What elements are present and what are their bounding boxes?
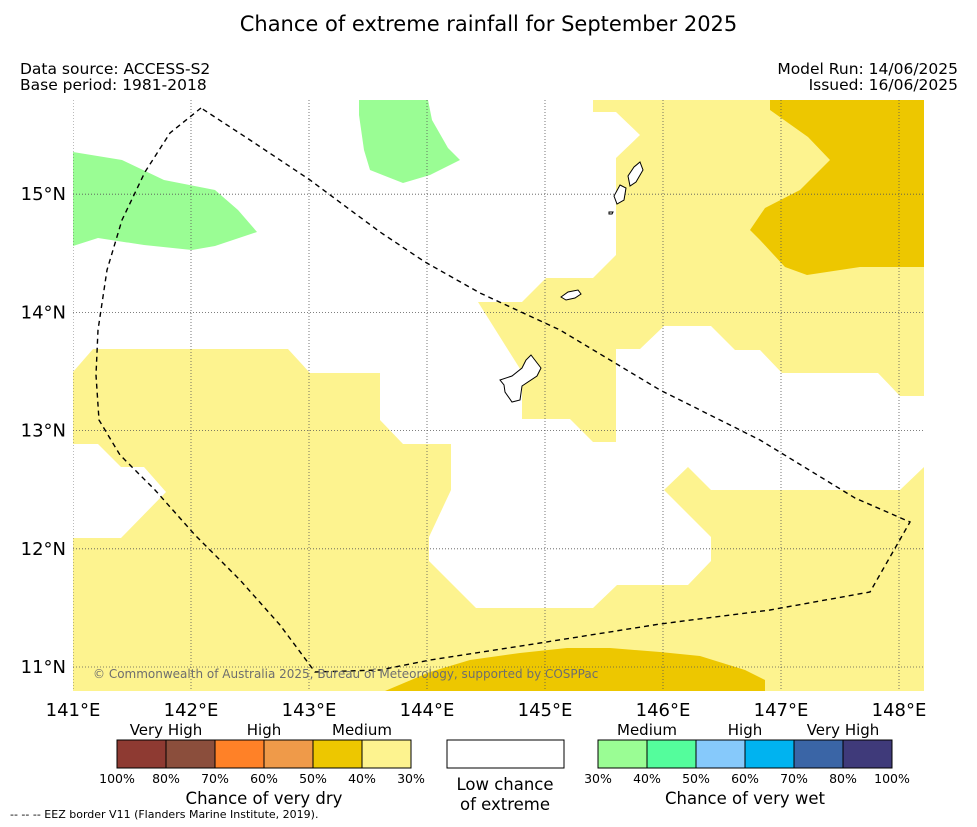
wet-cell <box>695 739 746 769</box>
wet-cell <box>597 739 648 769</box>
dry-cell <box>165 739 216 769</box>
dry-group-label: Very High <box>130 721 203 739</box>
y-tick-labels: 15°N 14°N 13°N 12°N 11°N <box>21 184 66 678</box>
dry-pct-label: 40% <box>348 771 376 786</box>
x-tick-label: 147°E <box>754 700 809 721</box>
x-tick-label: 141°E <box>46 700 101 721</box>
issued-date: Issued: 16/06/2025 <box>808 76 958 94</box>
y-tick-label: 11°N <box>21 657 66 678</box>
x-tick-label: 144°E <box>400 700 455 721</box>
dry-pct-label: 30% <box>397 771 425 786</box>
map-plot-area <box>73 100 924 691</box>
wet-legend: Medium High Very High 30% 40% 50% 60% 70% 80% 10… <box>584 721 910 808</box>
eez-note: -- -- -- EEZ border V11 (Flanders Marine… <box>10 808 319 821</box>
low-chance-line2: of extreme <box>460 795 550 814</box>
wet-pct-label: 100% <box>874 771 910 786</box>
dry-colorbar <box>116 739 412 769</box>
dry-cell <box>312 739 363 769</box>
dry-group-label: High <box>247 721 281 739</box>
data-source: Data source: ACCESS-S2 <box>20 60 211 78</box>
wet-legend-title: Chance of very wet <box>665 789 826 808</box>
dry-pct-label: 60% <box>250 771 278 786</box>
low-chance-legend: Low chance of extreme <box>446 739 565 814</box>
wet-low-regions <box>73 100 460 250</box>
low-chance-line1: Low chance <box>456 775 553 794</box>
model-run: Model Run: 14/06/2025 <box>777 60 958 78</box>
y-tick-label: 12°N <box>21 539 66 560</box>
wet-pct-label: 30% <box>584 771 612 786</box>
wet-cell <box>842 739 893 769</box>
map-title: Chance of extreme rainfall for September… <box>239 12 738 36</box>
wet-group-label: Medium <box>617 721 677 739</box>
dry-legend: Very High High Medium 100% 80% 70% 60% 50% 40% 3… <box>99 721 425 808</box>
dry-cell <box>263 739 314 769</box>
islands <box>499 161 644 403</box>
wet-pct-label: 60% <box>731 771 759 786</box>
y-tick-label: 15°N <box>21 184 66 205</box>
wet-low-region-west <box>73 152 257 250</box>
wet-cell <box>646 739 697 769</box>
dry-group-label: Medium <box>332 721 392 739</box>
saipan-island <box>627 161 644 187</box>
aguijan-island <box>608 211 614 215</box>
low-chance-swatch <box>446 739 565 769</box>
dry-pct-label: 100% <box>99 771 135 786</box>
x-tick-label: 143°E <box>282 700 337 721</box>
y-tick-label: 13°N <box>21 421 66 442</box>
wet-colorbar <box>597 739 893 769</box>
x-tick-label: 142°E <box>164 700 219 721</box>
dry-legend-title: Chance of very dry <box>186 789 343 808</box>
wet-pct-label: 70% <box>780 771 808 786</box>
dry-pct-label: 80% <box>152 771 180 786</box>
x-tick-label: 145°E <box>518 700 573 721</box>
dry-pct-label: 50% <box>299 771 327 786</box>
rota-island <box>560 289 582 301</box>
tinian-island <box>613 184 627 205</box>
wet-group-label: High <box>728 721 762 739</box>
wet-cell <box>793 739 844 769</box>
map-credit: © Commonwealth of Australia 2025, Bureau… <box>93 667 599 681</box>
wet-group-label: Very High <box>807 721 880 739</box>
graticule <box>73 100 924 691</box>
guam-island <box>499 354 542 403</box>
base-period: Base period: 1981-2018 <box>20 76 207 94</box>
x-tick-label: 146°E <box>636 700 691 721</box>
wet-pct-label: 80% <box>829 771 857 786</box>
dry-medium-region-south <box>385 648 765 691</box>
y-tick-label: 14°N <box>21 302 66 323</box>
x-tick-labels: 141°E 142°E 143°E 144°E 145°E 146°E 147°E 148°E <box>46 700 927 721</box>
wet-low-region-north <box>359 100 460 183</box>
dry-cell <box>214 739 265 769</box>
dry-medium-region-east <box>750 100 924 275</box>
dry-medium-regions <box>385 100 924 691</box>
eez-border <box>95 107 911 673</box>
dry-pct-label: 70% <box>201 771 229 786</box>
x-tick-label: 148°E <box>872 700 927 721</box>
wet-pct-label: 40% <box>633 771 661 786</box>
wet-cell <box>744 739 795 769</box>
dry-low-region-southwest <box>73 349 924 691</box>
dry-cell <box>361 739 412 769</box>
wet-pct-label: 50% <box>682 771 710 786</box>
dry-cell <box>116 739 167 769</box>
